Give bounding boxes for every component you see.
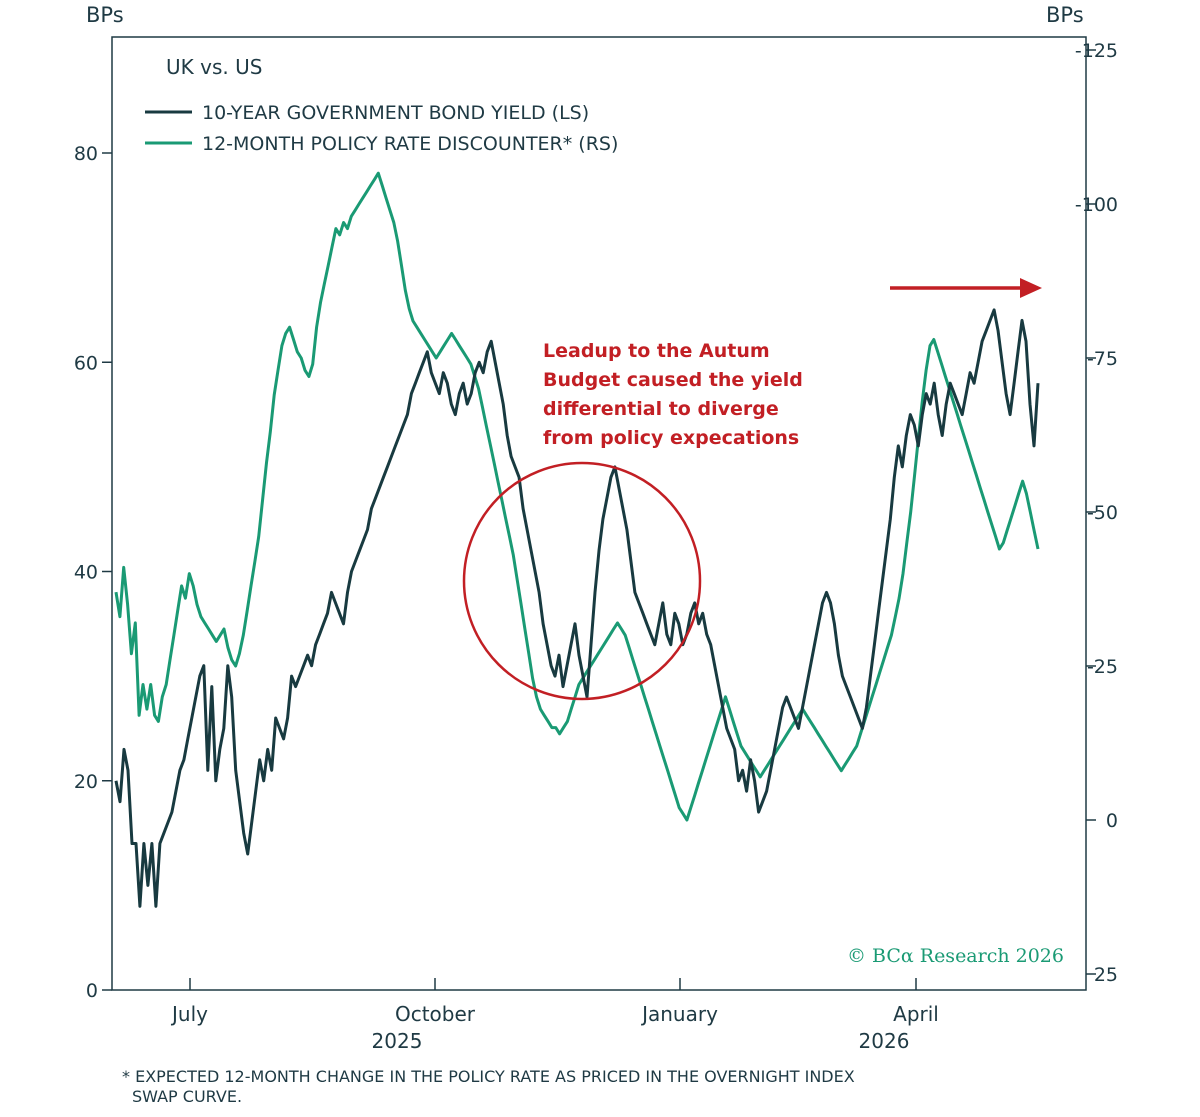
annotation-line-4: from policy expecations [543, 427, 799, 449]
x-tick-label: July [170, 1002, 208, 1026]
footnote-line-1: * EXPECTED 12-MONTH CHANGE IN THE POLICY… [122, 1067, 855, 1086]
right-tick-label: 25 [1094, 964, 1118, 986]
credit-text: © BCα Research 2026 [847, 945, 1064, 967]
legend-label-policy-rate: 12-MONTH POLICY RATE DISCOUNTER* (RS) [202, 133, 618, 155]
x-year-label: 2026 [859, 1029, 910, 1053]
right-tick-label: -50 [1087, 502, 1118, 524]
left-tick-label: 60 [74, 352, 98, 374]
y-left-unit: BPs [86, 3, 124, 27]
annotation-circle [462, 461, 702, 701]
x-year-label: 2025 [372, 1029, 423, 1053]
annotation-line-2: Budget caused the yield [543, 369, 803, 391]
y-right-unit: BPs [1046, 3, 1084, 27]
x-tick-label: April [893, 1002, 939, 1026]
x-axis: July October January April 2025 2026 [170, 978, 939, 1053]
x-tick-label: January [640, 1002, 718, 1026]
series-line-policy-rate-discounter [114, 171, 1040, 822]
annotation: Leadup to the Autum Budget caused the yi… [462, 278, 1042, 701]
x-tick-label: October [395, 1002, 476, 1026]
annotation-line-3: differential to diverge [543, 398, 779, 420]
annotation-arrow-head [1020, 278, 1042, 298]
series-line-bond-yield [114, 308, 1040, 908]
right-tick-label: -100 [1075, 194, 1118, 216]
chart-title: UK vs. US [166, 55, 262, 79]
right-tick-label: -125 [1075, 40, 1118, 62]
right-tick-label: -75 [1087, 348, 1118, 370]
left-tick-label: 80 [74, 143, 98, 165]
left-tick-label: 40 [74, 562, 98, 584]
left-axis: 0 20 40 60 80 [74, 143, 112, 1002]
footnote-line-2: SWAP CURVE. [132, 1087, 242, 1106]
left-tick-label: 20 [74, 771, 98, 793]
right-axis: 25 0 -25 -50 -75 -100 -125 [1075, 40, 1118, 986]
right-tick-label: -25 [1087, 656, 1118, 678]
legend-label-bond-yield: 10-YEAR GOVERNMENT BOND YIELD (LS) [202, 102, 589, 124]
left-tick-label: 0 [86, 980, 98, 1002]
plot-frame [111, 36, 1087, 991]
legend: UK vs. US 10-YEAR GOVERNMENT BOND YIELD … [145, 55, 618, 155]
right-tick-label: 0 [1106, 810, 1118, 832]
annotation-line-1: Leadup to the Autum [543, 340, 770, 362]
